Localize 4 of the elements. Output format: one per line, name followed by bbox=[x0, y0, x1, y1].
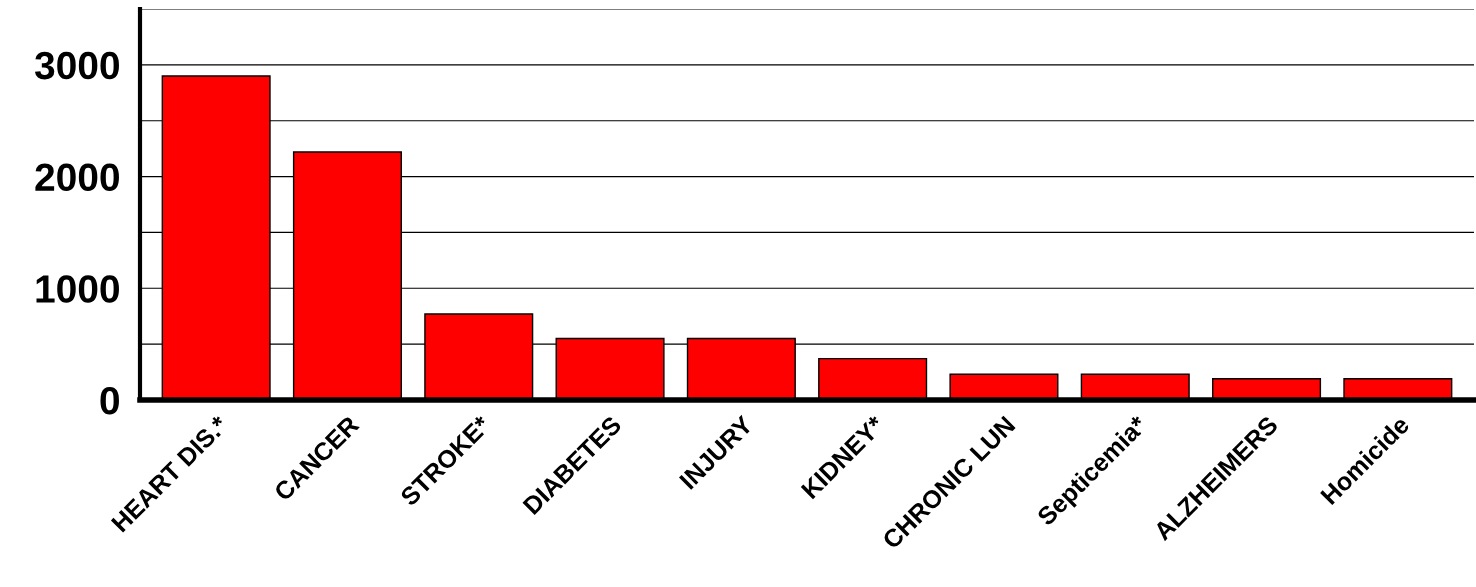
y-tick-label: 3000 bbox=[34, 51, 119, 80]
y-tick-label: 2000 bbox=[35, 163, 119, 192]
y-tick-label: 1000 bbox=[36, 275, 119, 303]
y-tick-label: 0 bbox=[100, 386, 119, 415]
